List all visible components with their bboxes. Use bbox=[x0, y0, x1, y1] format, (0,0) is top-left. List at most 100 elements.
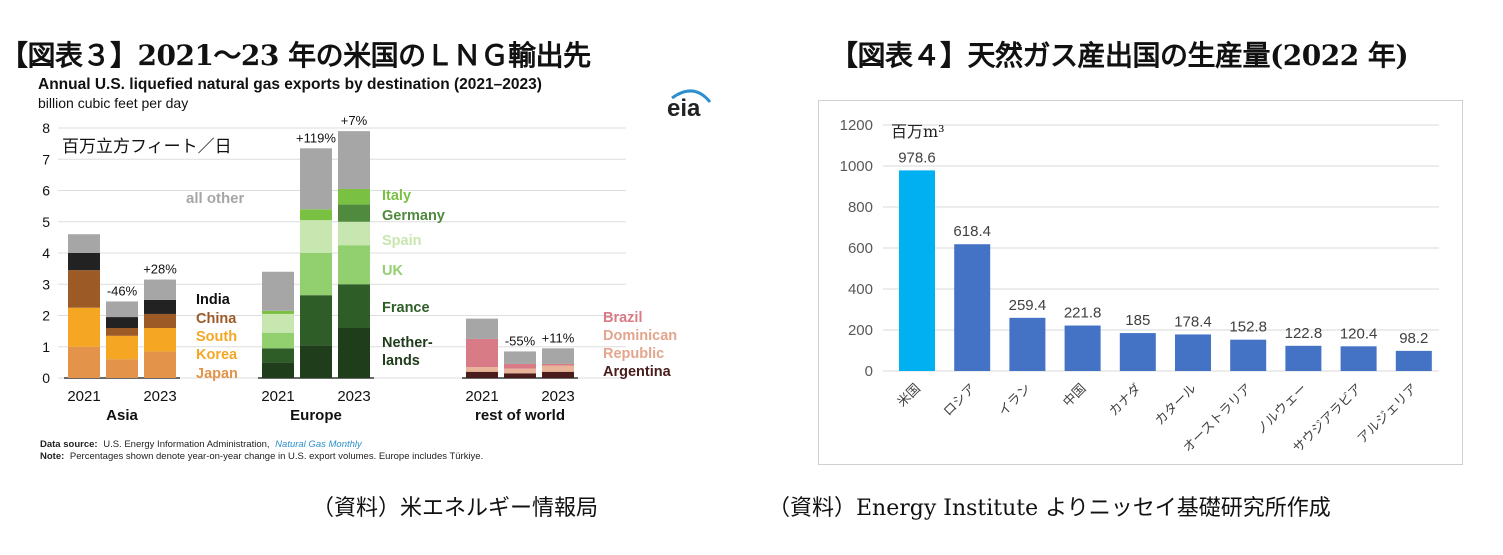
footnote-source-label: Data source: bbox=[40, 439, 98, 450]
legend-republic: Republic bbox=[603, 346, 664, 362]
bar-segment-rest-of-world-2023-all-other bbox=[542, 348, 574, 364]
left-y-tick-label: 1 bbox=[42, 339, 50, 355]
left-y-tick-label: 5 bbox=[42, 214, 50, 230]
right-y-tick-label: 1000 bbox=[840, 158, 873, 175]
bar-segment-rest-of-world-2023-argentina bbox=[542, 371, 574, 378]
production-bar bbox=[1395, 350, 1432, 371]
legend-korea: Korea bbox=[196, 347, 238, 363]
yoy-change-label: +119% bbox=[296, 130, 336, 145]
footnote-source: Data source: U.S. Energy Information Adm… bbox=[40, 439, 363, 450]
bar-segment-asia-2023-india bbox=[144, 299, 176, 314]
bar-segment-asia-2022-india bbox=[106, 317, 138, 328]
bar-segment-asia-2023-japan bbox=[144, 351, 176, 378]
bar-segment-europe-2022-uk bbox=[300, 253, 332, 296]
x-tick-label: 2021 bbox=[67, 388, 100, 405]
bar-segment-asia-2022-japan bbox=[106, 359, 138, 378]
footnote-note-text: Percentages shown denote year-on-year ch… bbox=[70, 451, 483, 462]
legend-india: India bbox=[196, 292, 231, 308]
bar-segment-europe-2023-france bbox=[338, 284, 370, 328]
bar-segment-europe-2023-netherlands bbox=[338, 328, 370, 378]
legend-china: China bbox=[196, 311, 237, 327]
bar-segment-rest-of-world-2021-all-other bbox=[466, 318, 498, 339]
legend-lands: lands bbox=[382, 353, 420, 369]
bar-segment-europe-2021-italy bbox=[262, 310, 294, 314]
right-y-tick-label: 400 bbox=[848, 281, 873, 298]
legend-spain: Spain bbox=[382, 233, 421, 249]
production-bar bbox=[1009, 317, 1046, 371]
left-y-tick-label: 3 bbox=[42, 276, 50, 292]
chart-title: Annual U.S. liquefied natural gas export… bbox=[38, 76, 542, 93]
right-y-tick-label: 1200 bbox=[840, 117, 873, 134]
bar-segment-asia-2021-japan bbox=[68, 346, 100, 378]
yoy-change-label: +11% bbox=[542, 330, 575, 345]
right-y-tick-label: 200 bbox=[848, 322, 873, 339]
eia-logo: eia bbox=[667, 89, 712, 122]
bar-segment-rest-of-world-2021-argentina bbox=[466, 371, 498, 378]
x-tick-label: 2021 bbox=[261, 388, 294, 405]
production-value-label: 98.2 bbox=[1399, 330, 1428, 347]
production-bar bbox=[954, 244, 991, 371]
bar-segment-rest-of-world-2021-republic bbox=[466, 367, 498, 372]
bar-segment-rest-of-world-2021-brazil bbox=[466, 338, 498, 368]
unit-note-box bbox=[58, 132, 260, 158]
legend-germany: Germany bbox=[382, 208, 445, 224]
bar-segment-asia-2021-china bbox=[68, 270, 100, 308]
country-label: カナダ bbox=[1106, 381, 1144, 419]
production-bar bbox=[1175, 334, 1211, 371]
bar-segment-europe-2021-france bbox=[262, 348, 294, 363]
production-value-label: 618.4 bbox=[953, 223, 991, 240]
yoy-change-label: +28% bbox=[143, 262, 177, 277]
bar-segment-europe-2023-uk bbox=[338, 245, 370, 285]
production-value-label: 152.8 bbox=[1229, 319, 1267, 336]
right-y-tick-label: 600 bbox=[848, 240, 873, 257]
bar-segment-asia-2023-south-korea bbox=[144, 328, 176, 352]
production-value-label: 259.4 bbox=[1009, 297, 1047, 314]
production-bar bbox=[899, 170, 935, 371]
all-other-label: all other bbox=[186, 190, 245, 207]
footnote-source-link[interactable]: Natural Gas Monthly bbox=[275, 439, 363, 450]
bar-segment-asia-2022-south-korea bbox=[106, 335, 138, 360]
bar-segment-asia-2023-all-other bbox=[144, 279, 176, 300]
bar-segment-europe-2022-france bbox=[300, 295, 332, 346]
unit-label: 百万m³ bbox=[891, 122, 945, 141]
bar-segment-europe-2022-netherlands bbox=[300, 345, 332, 378]
x-tick-label: 2023 bbox=[541, 388, 574, 405]
country-label: ノルウェー bbox=[1254, 381, 1311, 438]
bar-segment-asia-2022-all-other bbox=[106, 301, 138, 318]
bar-segment-rest-of-world-2023-republic bbox=[542, 365, 574, 372]
x-tick-label: 2023 bbox=[337, 388, 370, 405]
footnote-note: Note: Percentages shown denote year-on-y… bbox=[40, 451, 483, 462]
production-value-label: 185 bbox=[1125, 312, 1150, 329]
legend-nether: Nether- bbox=[382, 335, 433, 351]
group-label-europe: Europe bbox=[290, 407, 342, 424]
bar-segment-rest-of-world-2022-argentina bbox=[504, 373, 536, 378]
us-lng-exports-chart: Annual U.S. liquefied natural gas export… bbox=[38, 76, 712, 462]
production-bar bbox=[1340, 346, 1377, 371]
legend-italy: Italy bbox=[382, 188, 411, 204]
country-label: ロシア bbox=[941, 381, 979, 419]
left-y-tick-label: 2 bbox=[42, 308, 50, 324]
bar-segment-asia-2022-china bbox=[106, 328, 138, 336]
bar-segment-europe-2023-germany bbox=[338, 204, 370, 222]
left-y-tick-label: 7 bbox=[42, 151, 50, 167]
bar-segment-europe-2021-netherlands bbox=[262, 362, 294, 378]
production-value-label: 122.8 bbox=[1285, 325, 1323, 342]
group-label-asia: Asia bbox=[106, 407, 138, 424]
country-label: カタール bbox=[1152, 381, 1199, 428]
production-bar bbox=[1230, 339, 1267, 371]
legend-south: South bbox=[196, 329, 237, 345]
bar-segment-europe-2021-uk bbox=[262, 332, 294, 349]
bar-segment-rest-of-world-2023-brazil bbox=[542, 363, 574, 366]
bar-segment-europe-2022-italy bbox=[300, 209, 332, 221]
legend-japan: Japan bbox=[196, 366, 238, 382]
gas-production-chart-frame: 0 200 400 600 800 1000 1200 978.6 米国 618.4 ロシア 259… bbox=[818, 100, 1463, 465]
production-bar bbox=[1064, 325, 1101, 371]
production-bar bbox=[1119, 333, 1156, 371]
legend-argentina: Argentina bbox=[603, 364, 672, 380]
footnote-note-label: Note: bbox=[40, 451, 64, 462]
legend-uk: UK bbox=[382, 263, 403, 279]
legend-brazil: Brazil bbox=[603, 310, 643, 326]
production-value-label: 978.6 bbox=[898, 149, 936, 166]
left-y-tick-label: 6 bbox=[42, 183, 50, 199]
unit-note-ja: 百万立方フィート／日 bbox=[62, 137, 232, 157]
